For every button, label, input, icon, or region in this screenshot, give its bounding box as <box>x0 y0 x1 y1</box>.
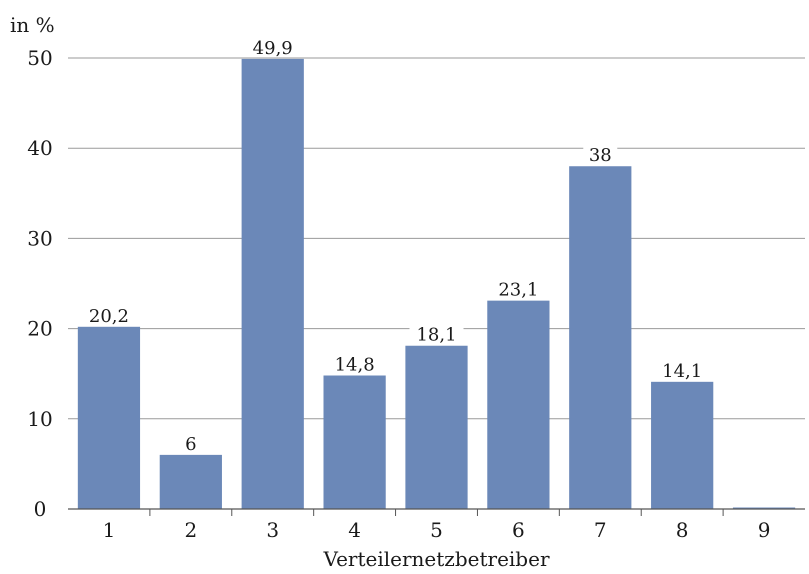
x-tick-label: 4 <box>348 518 361 542</box>
y-tick-label: 0 <box>34 497 47 521</box>
data-label-background <box>583 142 618 165</box>
y-axis-ticks: 0 10 20 30 40 50 <box>27 46 52 521</box>
y-tick-label: 10 <box>27 407 52 431</box>
data-label-background <box>409 321 464 344</box>
y-tick-label: 50 <box>27 46 52 70</box>
bar <box>77 326 141 509</box>
bar <box>651 381 714 509</box>
x-tick-label: 6 <box>512 518 525 542</box>
data-label: 14,1 <box>662 361 702 382</box>
bar <box>159 454 222 509</box>
bars <box>77 58 796 510</box>
x-tick-label: 2 <box>184 518 197 542</box>
data-label-background <box>327 351 382 374</box>
x-axis-title: Verteilernetzbetreiber <box>322 547 549 571</box>
bar <box>569 166 632 510</box>
data-label: 38 <box>589 145 612 166</box>
bar <box>732 507 796 509</box>
bar <box>241 58 304 509</box>
y-tick-label: 20 <box>27 317 52 341</box>
x-tick-label: 5 <box>430 518 443 542</box>
y-tick-label: 30 <box>27 226 52 250</box>
data-label: 23,1 <box>498 280 538 301</box>
x-tick-label: 3 <box>266 518 279 542</box>
y-unit-label: in % <box>10 13 55 37</box>
data-label: 14,8 <box>335 355 375 376</box>
data-label-background <box>245 34 300 57</box>
data-label-background <box>81 302 136 325</box>
bar <box>323 375 386 509</box>
data-label: 18,1 <box>416 325 456 346</box>
data-label-background <box>491 276 546 299</box>
data-label: 20,2 <box>89 306 129 327</box>
data-label: 49,9 <box>253 38 293 59</box>
x-tick-label: 7 <box>594 518 607 542</box>
data-label-background <box>655 357 710 380</box>
y-tick-label: 40 <box>27 136 52 160</box>
data-label-background <box>178 430 203 453</box>
x-axis-ticks: 1 2 3 4 5 6 7 8 9 <box>103 509 771 542</box>
x-tick-label: 9 <box>758 518 771 542</box>
x-tick-label: 1 <box>103 518 116 542</box>
data-label: 6 <box>185 434 196 455</box>
bar <box>405 345 468 509</box>
data-labels: 20,2 6 49,9 14,8 18,1 23,1 38 14,1 <box>81 34 710 455</box>
bar <box>487 300 550 509</box>
x-tick-label: 8 <box>676 518 689 542</box>
